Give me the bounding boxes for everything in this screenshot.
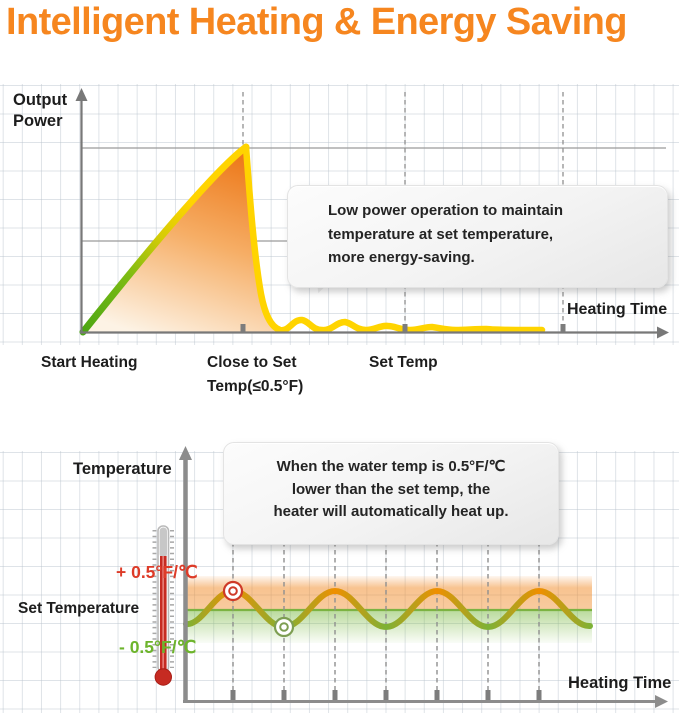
- bottom-chart-dashed-guides: [232, 534, 540, 698]
- callout-text-line: heater will automatically heat up.: [273, 503, 509, 520]
- top-y-axis-arrow: [75, 88, 88, 101]
- tolerance-bands: [186, 576, 592, 643]
- callout-text-line: lower than the set temp, the: [291, 480, 491, 498]
- bottom-x-axis-label: Heating Time: [568, 674, 672, 692]
- annotation-close-to-set-line1: Close to Set: [207, 354, 297, 371]
- callout-text-line: more energy-saving.: [328, 249, 475, 266]
- top-chart-callout: Low power operation to maintain temperat…: [287, 185, 668, 288]
- trough-marker: [273, 616, 295, 638]
- callout-text-line: Low power operation to maintain: [328, 202, 564, 219]
- bottom-chart-axes: [179, 446, 668, 708]
- top-y-axis-label: Output Power: [13, 91, 68, 130]
- peak-marker: [222, 580, 244, 602]
- output-power-curve: [79, 143, 546, 336]
- bottom-y-axis-label: Temperature: [73, 460, 172, 478]
- power-curve-tail-stroke: [242, 143, 546, 334]
- temperature-wave: [183, 587, 593, 631]
- power-curve-area-fill: [83, 147, 279, 332]
- bottom-x-axis-arrow: [655, 695, 668, 708]
- callout-text-line: temperature at set temperature,: [328, 225, 554, 243]
- callout-text-line: When the water temp is 0.5°F/℃: [276, 458, 506, 475]
- annotation-start-heating: Start Heating: [41, 354, 138, 371]
- annotation-close-to-set-line2: Temp(≤0.5°F): [207, 378, 304, 395]
- page-title: Intelligent Heating & Energy Saving: [6, 1, 627, 43]
- annotation-set-temp: Set Temp: [369, 354, 438, 371]
- top-x-axis-arrow: [657, 326, 669, 339]
- top-x-axis-label: Heating Time: [567, 301, 668, 318]
- top-chart-axes: [75, 88, 669, 339]
- bottom-chart-callout: When the water temp is 0.5°F/℃ lower tha…: [223, 442, 559, 545]
- set-temperature-label: Set Temperature: [18, 600, 140, 617]
- upper-tolerance-label: + 0.5°F/℃: [116, 562, 198, 582]
- power-curve-rise-stroke: [79, 143, 250, 336]
- thermometer-icon: [152, 525, 174, 686]
- lower-tolerance-label: - 0.5°F/℃: [119, 637, 197, 657]
- bottom-y-axis-arrow: [179, 446, 192, 460]
